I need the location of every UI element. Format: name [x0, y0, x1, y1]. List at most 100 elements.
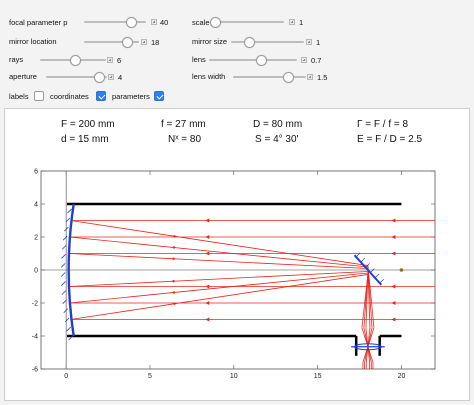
secondary-hatch — [374, 273, 380, 279]
eq-max-magnification: Nˣ = 80 — [168, 134, 201, 145]
ray-arrow — [205, 235, 210, 239]
y-tick-label: -4 — [32, 334, 38, 341]
secondary-mirror — [353, 254, 383, 286]
ray-arrow — [205, 251, 210, 256]
coordinates-checkbox[interactable] — [96, 91, 106, 101]
x-tick-label: 5 — [148, 373, 152, 380]
lens-value: 0.7 — [311, 56, 322, 65]
aperture-thumb[interactable] — [94, 72, 105, 83]
parameters-checkbox[interactable] — [154, 91, 164, 101]
focal-parameter-value: 40 — [160, 18, 169, 27]
parameters-checkbox-label: parameters — [112, 92, 150, 101]
lens-width-plus-icon[interactable] — [307, 74, 313, 80]
secondary-hatch — [379, 278, 384, 284]
x-tick-label: 20 — [398, 373, 406, 380]
y-tick-label: 0 — [34, 268, 38, 275]
y-tick-label: -2 — [32, 301, 38, 308]
ray-marker — [172, 246, 176, 249]
lens-thumb[interactable] — [256, 55, 267, 66]
eq-magnification: Γ = F / f = 8 — [357, 119, 409, 130]
mirror-hatch — [67, 208, 72, 214]
mirror-location-thumb[interactable] — [122, 37, 133, 48]
eq-diameter: D = 80 mm — [253, 119, 302, 130]
x-tick-label: 10 — [230, 373, 238, 380]
ray-marker — [173, 302, 176, 305]
ray-arrow — [205, 218, 210, 223]
mirror-hatch — [62, 299, 67, 304]
mirror-location-slider[interactable] — [84, 41, 139, 43]
mirror-size-slider[interactable] — [231, 41, 304, 43]
lens-plus-icon[interactable] — [301, 57, 307, 63]
mirror-hatch — [61, 290, 67, 295]
reflected-ray — [68, 271, 368, 287]
rays-plus-icon[interactable] — [107, 57, 113, 63]
ray-arrow — [205, 301, 210, 305]
mirror-location-label: mirror location — [9, 37, 57, 46]
ray-arrow — [391, 317, 396, 322]
eq-focal-ratio: E = F / D = 2.5 — [357, 134, 422, 145]
rays-thumb[interactable] — [70, 55, 81, 66]
mirror-hatch — [63, 308, 69, 314]
secondary-hatch — [355, 252, 361, 258]
eq-eyepiece-focal: f = 27 mm — [161, 119, 206, 130]
focusing-ray — [367, 265, 375, 328]
ray-marker — [172, 280, 175, 283]
ray-arrow — [391, 284, 396, 289]
scale-label: scale — [192, 18, 210, 27]
labels-checkbox-label: labels — [9, 92, 29, 101]
secondary-hatch — [365, 263, 370, 268]
ray-marker — [172, 257, 175, 260]
lens-width-thumb[interactable] — [283, 72, 294, 83]
mirror-hatch — [66, 326, 72, 332]
rays-label: rays — [9, 55, 24, 64]
reflected-ray — [69, 236, 368, 268]
mirror-hatch — [61, 281, 66, 286]
secondary-hatch — [360, 257, 366, 263]
output-panel: F = 200 mm f = 27 mm D = 80 mm Γ = F / f… — [4, 108, 470, 401]
coordinates-checkbox-label: coordinates — [50, 92, 89, 101]
primary-mirror — [67, 203, 75, 337]
mirror-location-value: 18 — [151, 38, 160, 47]
focal-parameter-slider[interactable] — [84, 21, 146, 23]
lens-width-slider[interactable] — [233, 76, 306, 78]
aperture-slider[interactable] — [46, 76, 107, 78]
focal-parameter-plus-icon[interactable] — [151, 19, 157, 25]
mirror-location-plus-icon[interactable] — [141, 39, 147, 45]
scale-plus-icon[interactable] — [289, 19, 295, 25]
scale-slider[interactable] — [210, 21, 284, 23]
y-tick-label: 4 — [34, 202, 38, 209]
eq-eyepiece-diameter: d = 15 mm — [61, 134, 109, 145]
mirror-hatch — [62, 235, 68, 241]
ray-arrow — [391, 251, 396, 256]
ray-arrow — [391, 301, 396, 305]
x-tick-label: 0 — [64, 373, 68, 380]
secondary-hatch — [370, 268, 375, 273]
lens-label: lens — [192, 55, 206, 64]
mirror-hatch — [61, 244, 67, 250]
reflected-ray — [70, 274, 368, 320]
mirror-hatch — [61, 254, 66, 259]
mirror-hatch — [60, 272, 66, 277]
eq-field-of-view: S = 4° 30' — [255, 134, 299, 145]
focusing-ray — [367, 268, 371, 328]
y-tick-label: 6 — [34, 169, 38, 176]
lens-slider[interactable] — [209, 59, 297, 61]
ray-marker — [172, 291, 176, 294]
labels-checkbox[interactable] — [34, 91, 44, 101]
focusing-ray — [361, 274, 369, 328]
aperture-plus-icon[interactable] — [108, 74, 114, 80]
reflected-ray — [70, 220, 368, 266]
mirror-size-plus-icon[interactable] — [306, 39, 312, 45]
ray-arrow — [205, 317, 210, 322]
eyepiece-ray — [361, 327, 374, 363]
mirror-size-thumb[interactable] — [244, 37, 255, 48]
lens-width-value: 1.5 — [317, 73, 328, 82]
reflected-ray — [68, 253, 368, 269]
ray-arrow — [391, 235, 396, 239]
scale-thumb[interactable] — [210, 17, 221, 28]
ray-arrow — [391, 218, 396, 223]
focal-parameter-thumb[interactable] — [126, 17, 137, 28]
rays-value: 6 — [117, 56, 122, 65]
focal-parameter-label: focal parameter p — [9, 18, 68, 27]
eq-focal-length: F = 200 mm — [61, 119, 115, 130]
